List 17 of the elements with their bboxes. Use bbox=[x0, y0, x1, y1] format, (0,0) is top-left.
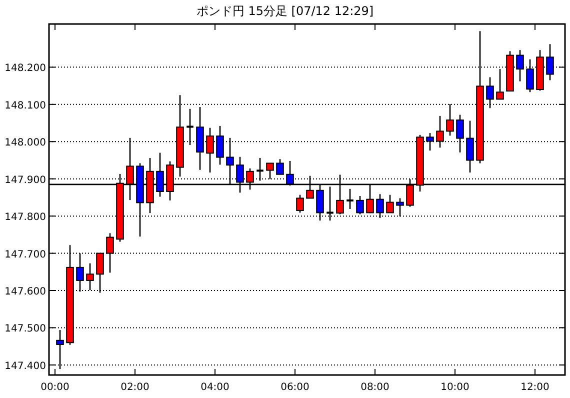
ytick: 148.200 bbox=[4, 63, 46, 74]
xtick: 00:00 bbox=[40, 382, 70, 393]
title: ポンド円 15分足 [07/12 12:29] bbox=[196, 4, 374, 18]
xtick: 08:00 bbox=[360, 382, 390, 393]
ytick: 147.700 bbox=[4, 249, 46, 260]
ytick: 147.900 bbox=[4, 174, 46, 186]
xtick: 02:00 bbox=[120, 382, 150, 393]
xtick: 04:00 bbox=[200, 382, 230, 393]
xtick: 12:00 bbox=[520, 382, 550, 393]
ytick: 147.500 bbox=[4, 324, 46, 335]
ytick: 147.800 bbox=[4, 212, 46, 224]
ytick: 147.600 bbox=[4, 286, 46, 298]
ytick: 148.100 bbox=[4, 100, 46, 112]
xtick: 10:00 bbox=[440, 382, 470, 393]
ytick: 147.400 bbox=[4, 360, 46, 372]
xtick: 06:00 bbox=[280, 382, 310, 393]
ytick: 148.000 bbox=[4, 138, 46, 149]
